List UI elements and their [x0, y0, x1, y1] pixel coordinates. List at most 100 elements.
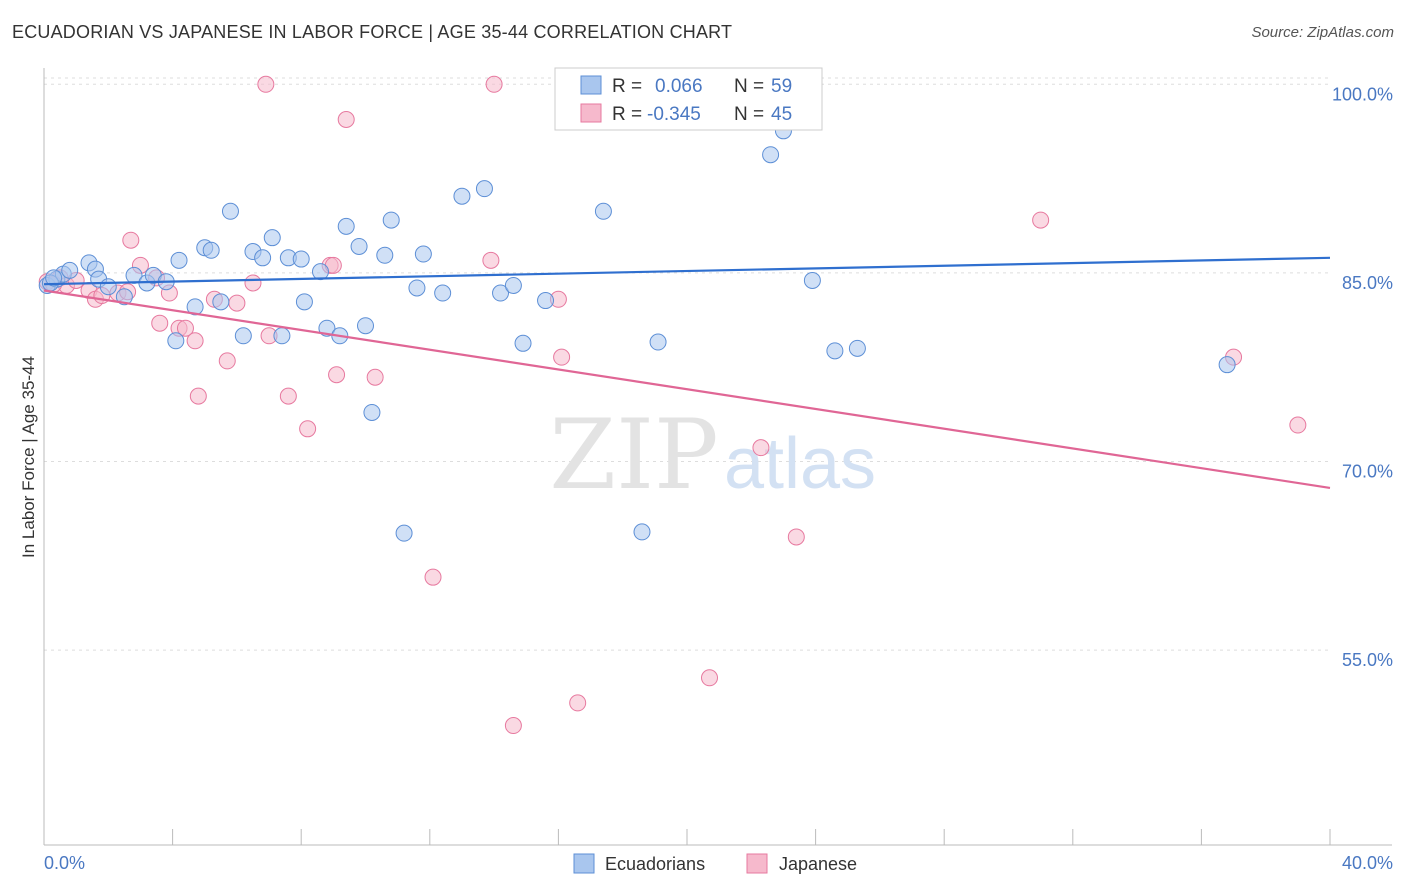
point-ecuadorians-17 — [202, 241, 220, 259]
legend-n-label-japanese: N = — [734, 104, 764, 125]
point-ecuadorians-27 — [295, 293, 313, 311]
legend-r-value-ecuadorians: 0.066 — [655, 76, 703, 97]
point-ecuadorians-36 — [382, 211, 400, 229]
bottom-legend-swatch-ecuadorians — [573, 853, 595, 874]
axes-layer — [43, 68, 1392, 846]
trend-line-ecuadorians — [43, 256, 1331, 286]
point-ecuadorians-28 — [311, 263, 329, 281]
point-ecuadorians-54 — [826, 342, 844, 360]
legend-swatch-japanese — [580, 103, 602, 123]
point-ecuadorians-31 — [337, 217, 355, 235]
x-tick-label-0: 0.0% — [44, 853, 85, 873]
point-ecuadorians-19 — [221, 202, 239, 220]
point-ecuadorians-55 — [848, 339, 866, 357]
point-ecuadorians-41 — [453, 187, 471, 205]
bottom-legend-label-ecuadorians: Ecuadorians — [605, 854, 705, 874]
point-japanese-43 — [1289, 416, 1307, 434]
point-japanese-22 — [257, 75, 275, 93]
point-ecuadorians-44 — [504, 276, 522, 294]
trend-layer — [43, 256, 1331, 489]
point-ecuadorians-40 — [434, 284, 452, 302]
point-ecuadorians-45 — [514, 334, 532, 352]
point-japanese-32 — [482, 251, 500, 269]
point-ecuadorians-56 — [1218, 356, 1236, 374]
point-ecuadorians-14 — [170, 251, 188, 269]
point-ecuadorians-49 — [649, 333, 667, 351]
watermark-atlas: atlas — [724, 424, 876, 504]
point-ecuadorians-38 — [408, 279, 426, 297]
point-ecuadorians-43 — [492, 284, 510, 302]
point-ecuadorians-51 — [762, 146, 780, 164]
legend-n-value-japanese: 45 — [771, 104, 792, 125]
bottom-legend-swatch-japanese — [746, 853, 768, 874]
legend-swatch-ecuadorians — [580, 75, 602, 95]
point-ecuadorians-34 — [363, 403, 381, 421]
point-japanese-17 — [189, 387, 207, 405]
point-japanese-41 — [1032, 211, 1050, 229]
point-japanese-31 — [424, 568, 442, 586]
point-japanese-12 — [151, 314, 169, 332]
point-japanese-34 — [504, 717, 522, 735]
point-japanese-28 — [328, 366, 346, 384]
point-japanese-39 — [752, 439, 770, 457]
y-tick-label-0: 55.0% — [1342, 650, 1393, 670]
point-japanese-20 — [228, 294, 246, 312]
legend-r-label-ecuadorians: R = — [612, 76, 642, 97]
legend-r-value-japanese: -0.345 — [647, 104, 701, 125]
point-ecuadorians-18 — [212, 293, 230, 311]
point-ecuadorians-35 — [376, 246, 394, 264]
point-ecuadorians-32 — [350, 237, 368, 255]
point-ecuadorians-39 — [414, 245, 432, 263]
point-japanese-25 — [299, 420, 317, 438]
legend-n-value-ecuadorians: 59 — [771, 76, 792, 97]
point-ecuadorians-7 — [99, 278, 117, 296]
point-ecuadorians-26 — [292, 250, 310, 268]
point-ecuadorians-8 — [115, 288, 133, 306]
point-ecuadorians-58 — [45, 269, 63, 287]
y-tick-label-3: 100.0% — [1332, 84, 1393, 104]
point-japanese-15 — [176, 319, 194, 337]
legend-r-label-japanese: R = — [612, 104, 642, 125]
bottom-legend: Ecuadorians Japanese — [573, 853, 857, 874]
grid-layer — [44, 77, 1330, 651]
point-ecuadorians-20 — [234, 327, 252, 345]
legend-box: R = 0.066 N = 59 R = -0.345 N = 45 — [554, 67, 823, 131]
point-ecuadorians-22 — [254, 249, 272, 267]
y-tick-label-2: 85.0% — [1342, 273, 1393, 293]
point-japanese-24 — [279, 387, 297, 405]
point-ecuadorians-53 — [803, 271, 821, 289]
point-ecuadorians-37 — [395, 524, 413, 542]
x-tick-label-1: 40.0% — [1342, 853, 1393, 873]
point-ecuadorians-46 — [537, 292, 555, 310]
y-tick-label-1: 70.0% — [1342, 462, 1393, 482]
point-japanese-19 — [218, 352, 236, 370]
trend-line-japanese — [43, 289, 1331, 489]
point-japanese-9 — [122, 231, 140, 249]
legend-n-label-ecuadorians: N = — [734, 76, 764, 97]
point-ecuadorians-24 — [273, 327, 291, 345]
point-ecuadorians-23 — [263, 229, 281, 247]
watermark-zip: ZIP — [549, 399, 718, 511]
point-ecuadorians-13 — [167, 332, 185, 350]
point-japanese-21 — [244, 274, 262, 292]
point-ecuadorians-33 — [357, 317, 374, 335]
tick-labels: 55.0% 70.0% 85.0% 100.0% 0.0% 40.0% — [44, 84, 1393, 873]
watermark: ZIP atlas — [549, 399, 876, 511]
bottom-legend-label-japanese: Japanese — [779, 854, 857, 874]
point-japanese-37 — [569, 694, 587, 712]
point-ecuadorians-15 — [186, 298, 204, 316]
y-axis-title: In Labor Force | Age 35-44 — [19, 356, 38, 558]
point-ecuadorians-47 — [594, 202, 612, 220]
chart-title: ECUADORIAN VS JAPANESE IN LABOR FORCE | … — [12, 22, 733, 42]
point-japanese-16 — [186, 332, 204, 350]
point-ecuadorians-48 — [633, 523, 651, 541]
point-japanese-33 — [485, 75, 503, 93]
point-ecuadorians-3 — [61, 261, 79, 279]
point-japanese-36 — [553, 348, 571, 366]
point-japanese-38 — [701, 669, 719, 687]
point-japanese-40 — [787, 528, 805, 546]
point-japanese-29 — [337, 110, 355, 128]
chart-source: Source: ZipAtlas.com — [1251, 24, 1394, 41]
point-ecuadorians-42 — [475, 180, 493, 198]
